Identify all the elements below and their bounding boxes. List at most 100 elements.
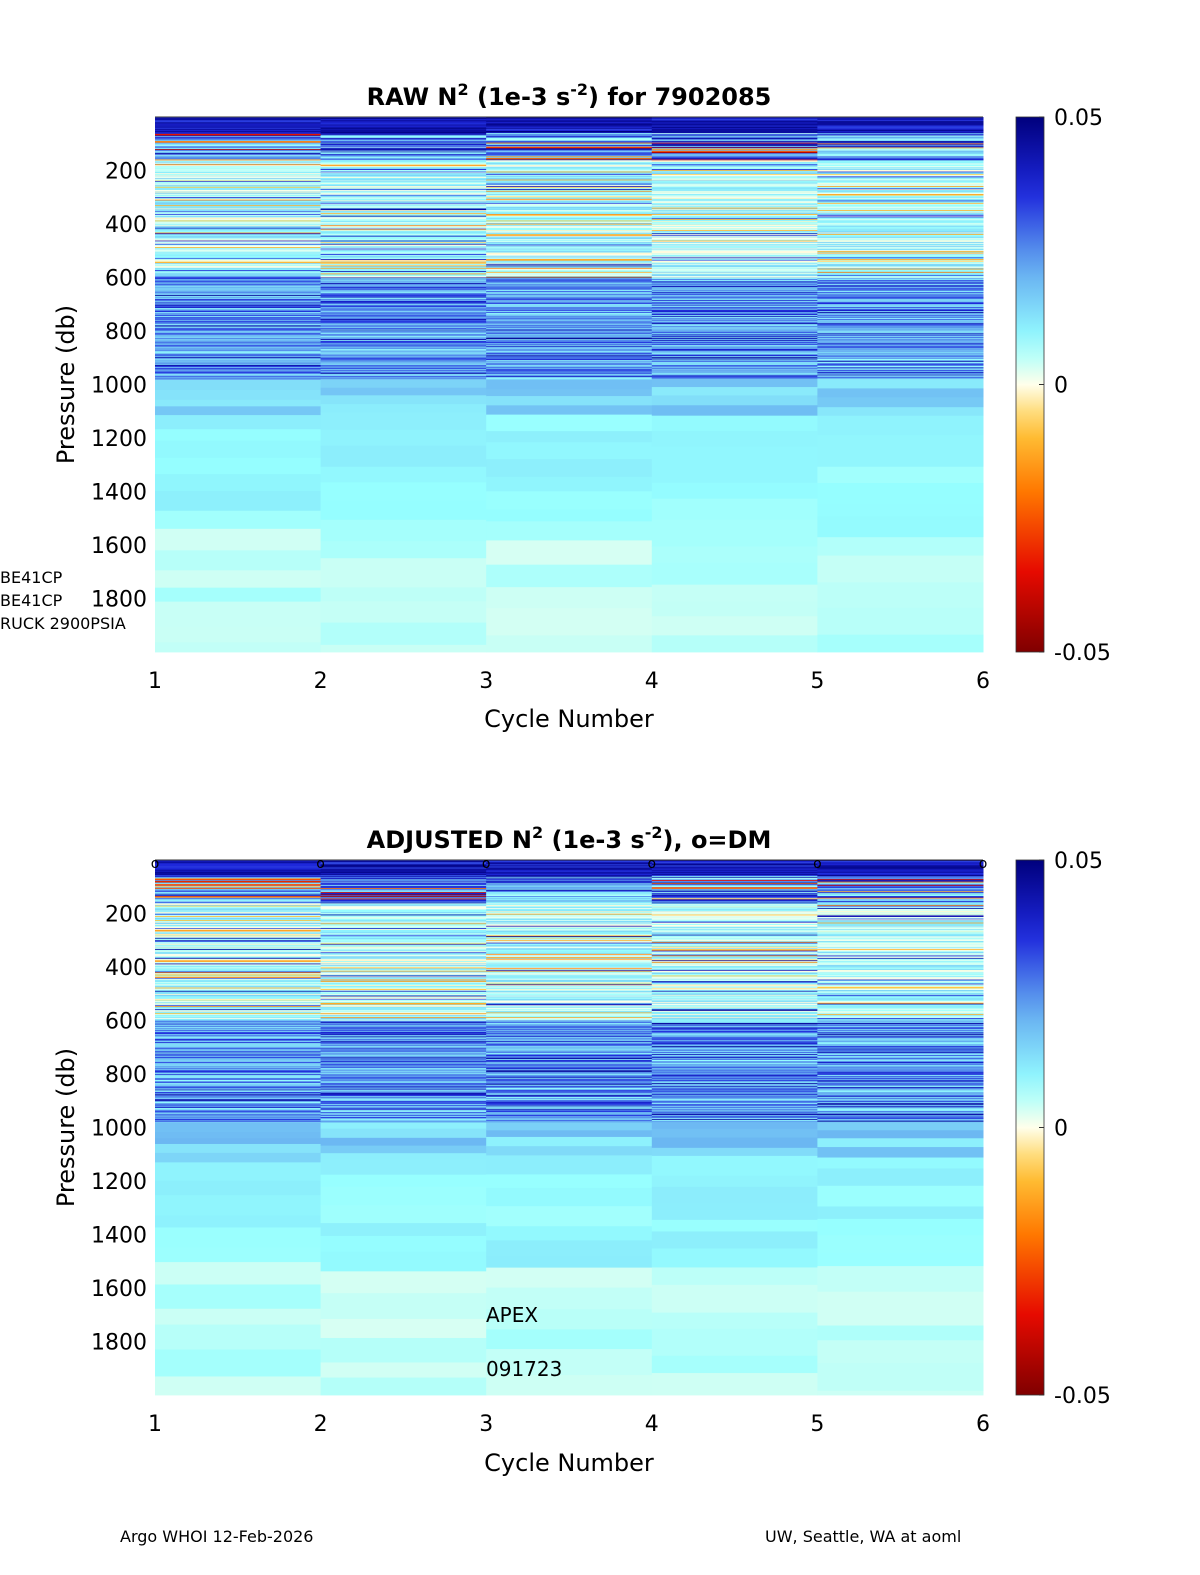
heat-cell [817,976,984,978]
heat-cell [651,1095,818,1098]
heat-cell [817,1072,984,1074]
heat-cell [651,1116,818,1118]
heat-cell [486,950,653,952]
heat-cell [320,153,487,155]
heat-cell [155,226,322,228]
heat-cell [817,336,984,339]
heat-cell [651,283,818,285]
heat-cell [155,996,322,998]
heat-cell [486,218,653,221]
heat-cell [155,1103,322,1105]
heat-cell [155,953,322,956]
heat-cell [651,1083,818,1086]
heat-cell [651,218,818,220]
heat-cell [320,1117,487,1119]
heat-cell [155,377,322,380]
heat-cell [155,1195,322,1216]
heat-cell [651,1137,818,1149]
heat-cell [651,912,818,914]
heat-cell [320,275,487,277]
heat-cell [320,230,487,233]
heat-cell [817,1206,984,1220]
heat-cell [817,962,984,964]
heat-cell [651,916,818,919]
heat-cell [320,1063,487,1065]
heat-cell [320,249,487,251]
heat-cell [817,1047,984,1049]
heat-cell [155,300,322,302]
heat-cell [817,1095,984,1097]
heat-cell [817,163,984,165]
heat-cell [651,885,818,887]
heat-cell [651,227,818,229]
heat-cell [320,943,487,945]
heat-cell [320,936,487,938]
heat-cell [651,344,818,346]
heat-cell [651,138,818,140]
heat-cell [651,909,818,911]
heat-cell [817,273,984,275]
heat-cell [486,249,653,251]
heat-cell [817,991,984,993]
heat-cell [320,315,487,317]
heat-cell [817,1034,984,1037]
heat-cell [155,1094,322,1096]
heat-cell [155,1084,322,1086]
heat-cell [817,248,984,250]
heat-cell [155,994,322,996]
heat-cell [320,929,487,931]
heat-cell [817,261,984,263]
heat-cell [651,1044,818,1046]
heat-cell [486,378,653,380]
heat-cell [486,257,653,259]
heat-cell [651,373,818,375]
heat-cell [651,273,818,275]
heat-cell [486,1071,653,1073]
heat-cell [155,981,322,983]
heat-cell [320,1068,487,1070]
heat-cell [486,1058,653,1060]
heat-cell [651,1087,818,1090]
heat-cell [486,274,653,276]
heat-cell [817,1120,984,1122]
heat-cell [651,415,818,432]
heat-cell [320,1088,487,1090]
heat-cell [817,869,984,872]
heat-cell [486,319,653,321]
heat-cell [651,255,818,257]
heat-cell [486,916,653,919]
heat-cell [486,1240,653,1257]
heat-cell [817,221,984,223]
heat-cell [320,939,487,941]
heat-cell [486,941,653,944]
heat-cell [651,183,818,185]
heat-cell [155,1035,322,1037]
heat-cell [817,196,984,198]
heat-cell [155,350,322,352]
heat-cell [651,1010,818,1013]
heat-cell [155,1083,322,1085]
heat-cell [320,188,487,190]
heat-cell [486,981,653,984]
heat-cell [320,1110,487,1112]
heat-cell [817,352,984,355]
heat-cell [320,1113,487,1115]
heat-cell [486,210,653,213]
heat-cell [651,291,818,293]
heat-cell [486,1051,653,1053]
heat-cell [817,234,984,236]
heat-cell [651,1111,818,1113]
heat-cell [486,255,653,258]
heat-cell [817,1122,984,1131]
heat-cell [155,936,322,938]
heat-cell [155,124,322,126]
heat-cell [486,1055,653,1058]
heat-cell [320,141,487,144]
heat-cell [651,961,818,963]
heat-cell [320,908,487,911]
heat-cell [486,927,653,929]
heat-cell [155,871,322,874]
heat-cell [155,134,322,136]
heat-cell [486,1108,653,1110]
heat-cell [155,348,322,350]
